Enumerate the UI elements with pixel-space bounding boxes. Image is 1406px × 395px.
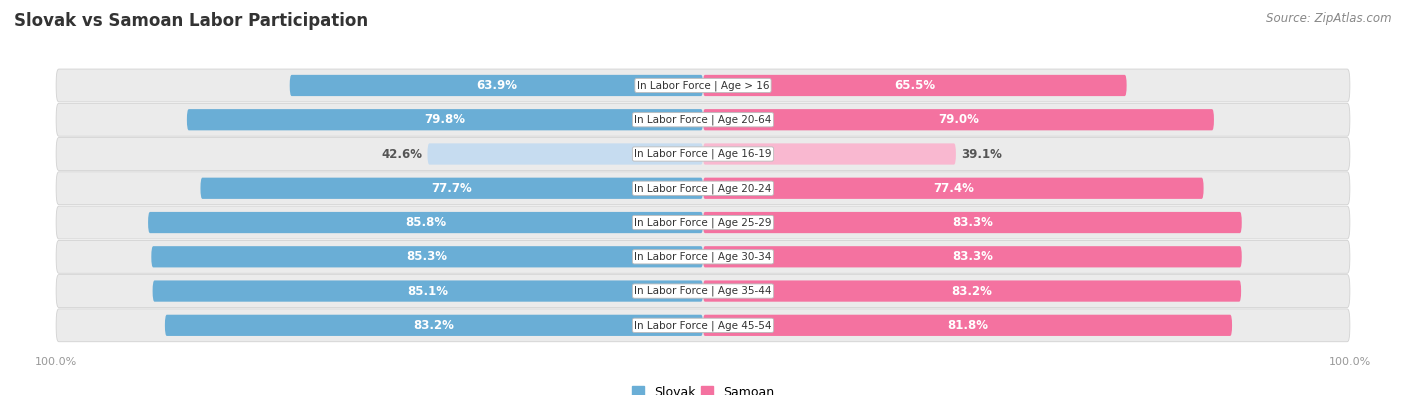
FancyBboxPatch shape bbox=[152, 246, 703, 267]
Text: In Labor Force | Age > 16: In Labor Force | Age > 16 bbox=[637, 80, 769, 91]
FancyBboxPatch shape bbox=[56, 206, 1350, 239]
FancyBboxPatch shape bbox=[187, 109, 703, 130]
Text: 79.8%: 79.8% bbox=[425, 113, 465, 126]
Text: 81.8%: 81.8% bbox=[948, 319, 988, 332]
FancyBboxPatch shape bbox=[703, 246, 1241, 267]
Text: 83.2%: 83.2% bbox=[413, 319, 454, 332]
Text: 77.4%: 77.4% bbox=[932, 182, 974, 195]
FancyBboxPatch shape bbox=[56, 172, 1350, 205]
Text: 63.9%: 63.9% bbox=[475, 79, 517, 92]
FancyBboxPatch shape bbox=[56, 69, 1350, 102]
Text: 83.3%: 83.3% bbox=[952, 216, 993, 229]
FancyBboxPatch shape bbox=[165, 315, 703, 336]
FancyBboxPatch shape bbox=[703, 212, 1241, 233]
FancyBboxPatch shape bbox=[56, 103, 1350, 136]
FancyBboxPatch shape bbox=[56, 240, 1350, 273]
Text: 83.3%: 83.3% bbox=[952, 250, 993, 263]
FancyBboxPatch shape bbox=[703, 178, 1204, 199]
FancyBboxPatch shape bbox=[703, 280, 1241, 302]
Text: In Labor Force | Age 35-44: In Labor Force | Age 35-44 bbox=[634, 286, 772, 296]
FancyBboxPatch shape bbox=[703, 109, 1213, 130]
Text: 79.0%: 79.0% bbox=[938, 113, 979, 126]
Text: 42.6%: 42.6% bbox=[381, 147, 422, 160]
FancyBboxPatch shape bbox=[703, 315, 1232, 336]
FancyBboxPatch shape bbox=[427, 143, 703, 165]
FancyBboxPatch shape bbox=[148, 212, 703, 233]
Text: 85.8%: 85.8% bbox=[405, 216, 446, 229]
FancyBboxPatch shape bbox=[56, 137, 1350, 171]
Text: Source: ZipAtlas.com: Source: ZipAtlas.com bbox=[1267, 12, 1392, 25]
FancyBboxPatch shape bbox=[703, 75, 1126, 96]
Legend: Slovak, Samoan: Slovak, Samoan bbox=[627, 381, 779, 395]
Text: 65.5%: 65.5% bbox=[894, 79, 935, 92]
Text: Slovak vs Samoan Labor Participation: Slovak vs Samoan Labor Participation bbox=[14, 12, 368, 30]
Text: In Labor Force | Age 20-24: In Labor Force | Age 20-24 bbox=[634, 183, 772, 194]
FancyBboxPatch shape bbox=[290, 75, 703, 96]
Text: 85.1%: 85.1% bbox=[408, 284, 449, 297]
Text: In Labor Force | Age 20-64: In Labor Force | Age 20-64 bbox=[634, 115, 772, 125]
Text: In Labor Force | Age 16-19: In Labor Force | Age 16-19 bbox=[634, 149, 772, 159]
Text: 39.1%: 39.1% bbox=[962, 147, 1002, 160]
Text: 83.2%: 83.2% bbox=[952, 284, 993, 297]
Text: In Labor Force | Age 30-34: In Labor Force | Age 30-34 bbox=[634, 252, 772, 262]
FancyBboxPatch shape bbox=[201, 178, 703, 199]
FancyBboxPatch shape bbox=[153, 280, 703, 302]
Text: In Labor Force | Age 25-29: In Labor Force | Age 25-29 bbox=[634, 217, 772, 228]
FancyBboxPatch shape bbox=[56, 309, 1350, 342]
FancyBboxPatch shape bbox=[56, 275, 1350, 308]
FancyBboxPatch shape bbox=[703, 143, 956, 165]
Text: 77.7%: 77.7% bbox=[432, 182, 472, 195]
Text: In Labor Force | Age 45-54: In Labor Force | Age 45-54 bbox=[634, 320, 772, 331]
Text: 85.3%: 85.3% bbox=[406, 250, 447, 263]
